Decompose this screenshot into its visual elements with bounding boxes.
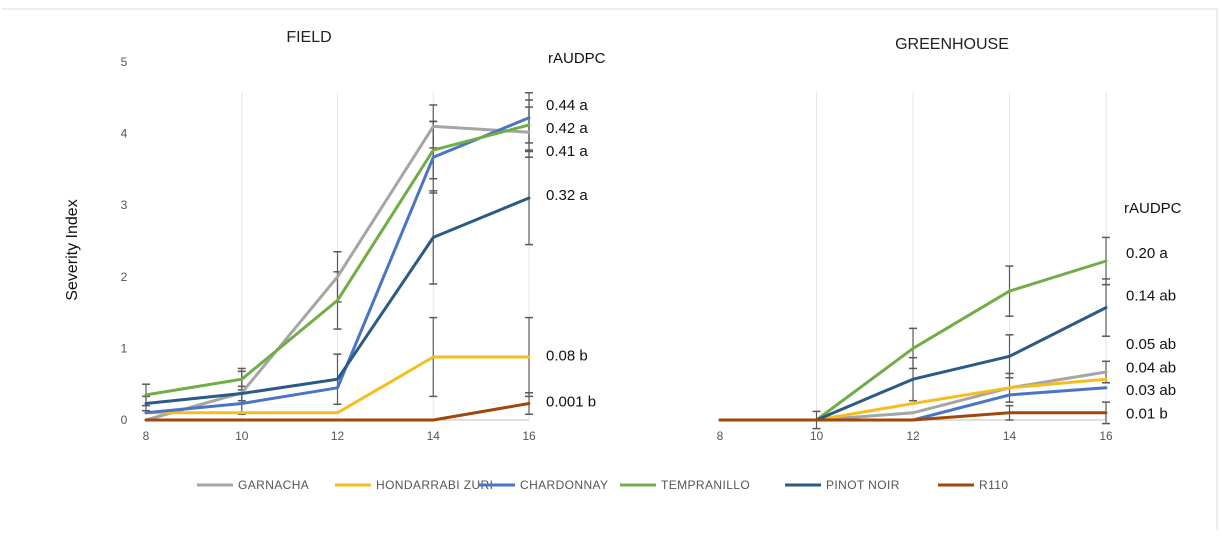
rAUDPC-value-field: 0.42 a (546, 120, 588, 137)
legend: GARNACHA HONDARRABI ZURI CHARDONNAY TEMPRAN… (197, 478, 1008, 492)
rAUDPC-value-field: 0.44 a (546, 97, 588, 114)
rAUDPC-value-field: 0.32 a (546, 187, 588, 204)
x-tick-label-field: 10 (235, 429, 249, 443)
x-tick-label-greenhouse: 10 (810, 429, 824, 443)
rAUDPC-value-greenhouse: 0.03 ab (1126, 382, 1176, 399)
series-line-r110-field (144, 402, 531, 422)
x-tick-label-greenhouse: 8 (717, 429, 724, 443)
rAUDPC-value-greenhouse: 0.04 ab (1126, 360, 1176, 377)
y-tick-label-field: 4 (121, 127, 128, 141)
y-tick-label-field: 0 (121, 413, 128, 427)
x-tick-label-greenhouse: 12 (906, 429, 920, 443)
rAUDPC-value-field: 0.08 b (546, 348, 588, 365)
rAUDPC-value-greenhouse: 0.01 b (1126, 406, 1168, 423)
legend-label-pinot-noir: PINOT NOIR (826, 478, 900, 492)
series-line-garnacha-field (144, 124, 531, 422)
series-line-chardonnay-field (144, 116, 531, 415)
y-tick-label-field: 5 (121, 55, 128, 69)
x-tick-label-field: 12 (331, 429, 345, 443)
rAUDPC-value-greenhouse: 0.14 ab (1126, 287, 1176, 304)
series-line-tempranillo-field (144, 123, 531, 397)
y-tick-label-field: 3 (121, 198, 128, 212)
rAUDPC-header-field: rAUDPC (548, 50, 606, 67)
legend-label-garnacha: GARNACHA (238, 478, 309, 492)
y-tick-label-field: 1 (121, 341, 128, 355)
rAUDPC-value-field: 0.41 a (546, 143, 588, 160)
series-line-pinot-noir-field (144, 196, 531, 405)
x-tick-label-field: 8 (143, 429, 150, 443)
series-line-r110-greenhouse (718, 411, 1108, 422)
panel-greenhouse: 8 10 12 14 16 0.20 a 0.14 ab 0.05 ab 0.04 ab 0.03… (717, 92, 1176, 443)
legend-label-hondarrabi-zuri: HONDARRABI ZURI (376, 478, 493, 492)
x-tick-label-greenhouse: 14 (1003, 429, 1017, 443)
legend-label-tempranillo: TEMPRANILLO (661, 478, 750, 492)
rAUDPC-value-greenhouse: 0.05 ab (1126, 336, 1176, 353)
rAUDPC-value-greenhouse: 0.20 a (1126, 245, 1168, 262)
y-axis-label: Severity Index (64, 199, 81, 300)
series-line-hondarrabi-zuri-field (144, 355, 531, 415)
rAUDPC-header-greenhouse: rAUDPC (1124, 200, 1182, 217)
x-tick-label-greenhouse: 16 (1099, 429, 1113, 443)
legend-label-r110: R110 (979, 478, 1008, 492)
x-tick-label-field: 14 (427, 429, 441, 443)
rAUDPC-value-field: 0.001 b (546, 393, 596, 410)
panel-title-field: FIELD (286, 29, 331, 46)
x-tick-label-field: 16 (522, 429, 536, 443)
y-tick-label-field: 2 (121, 270, 128, 284)
panel-title-greenhouse: GREENHOUSE (895, 36, 1009, 53)
legend-label-chardonnay: CHARDONNAY (520, 478, 608, 492)
